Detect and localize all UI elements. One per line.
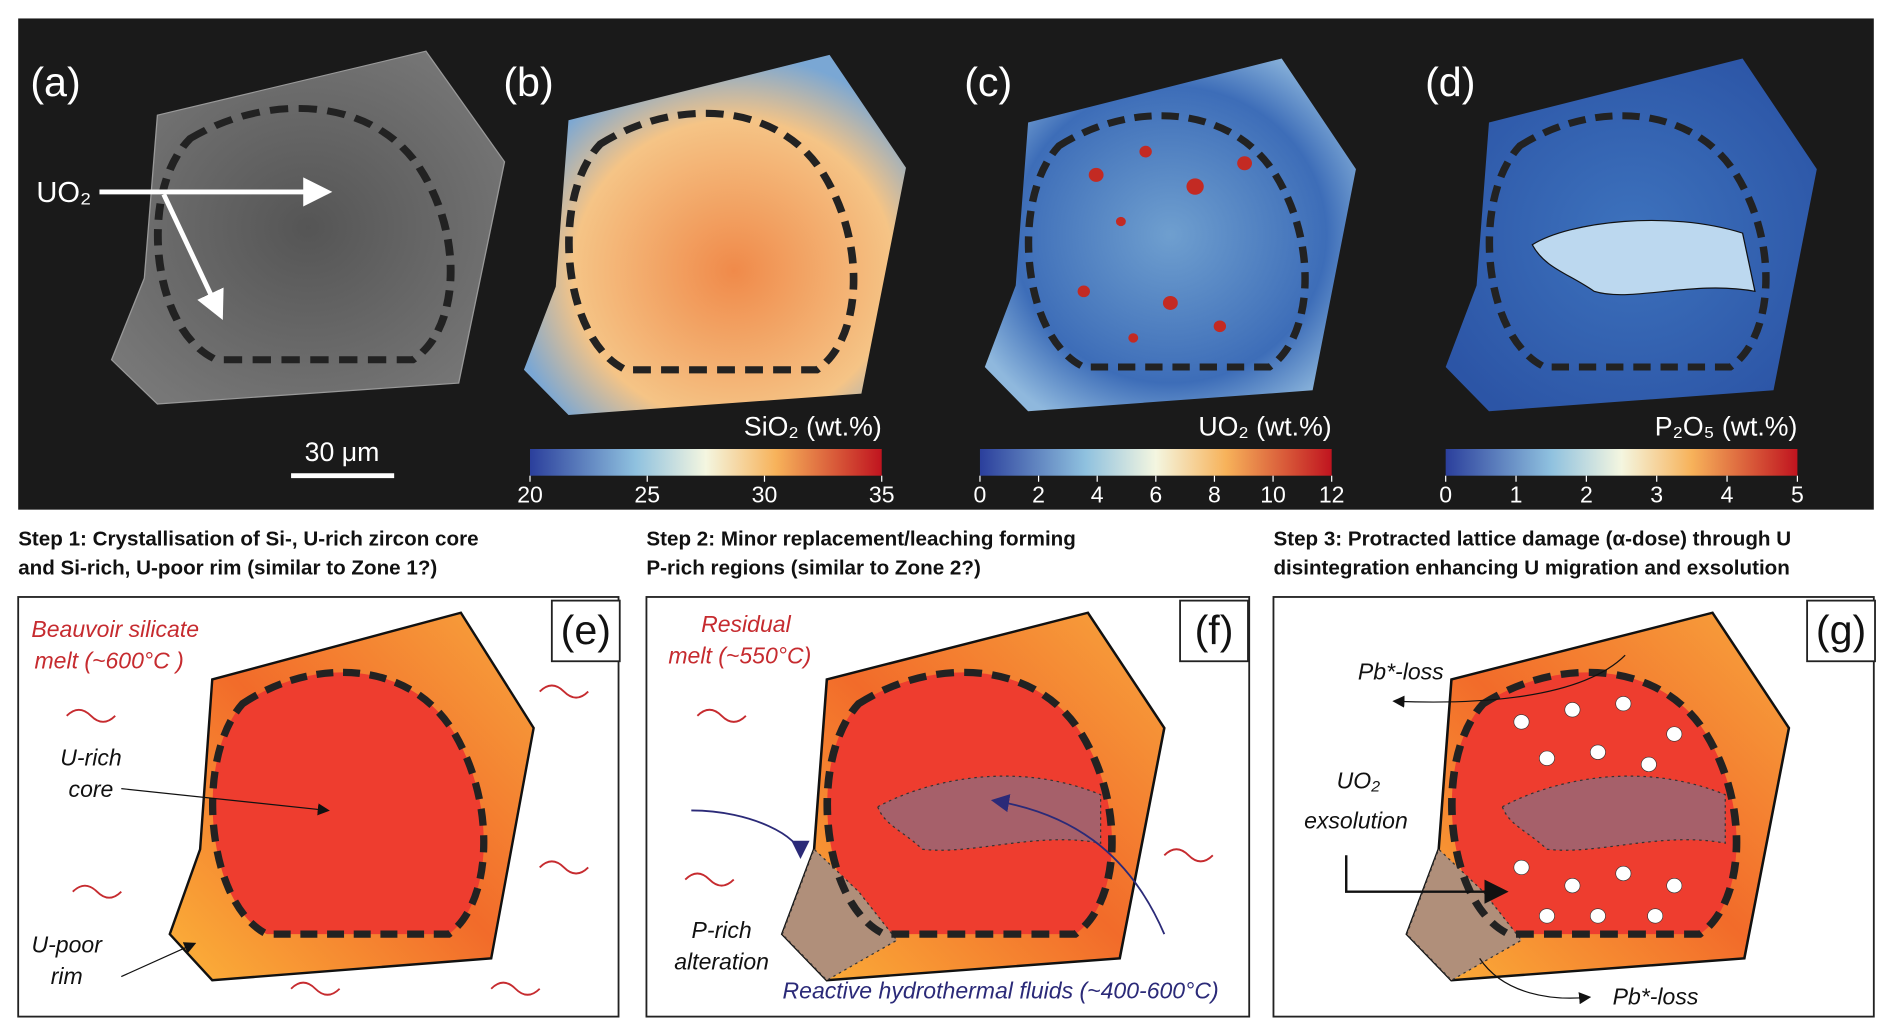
tick-label: 10: [1260, 481, 1286, 507]
scale-label: 30 μm: [305, 437, 380, 467]
arrow: [161, 193, 224, 320]
tick-label: 30: [752, 481, 778, 507]
label-box: [1806, 599, 1876, 663]
tick-label: 8: [1208, 481, 1221, 507]
annotation: Pb*-loss: [1613, 984, 1699, 1010]
arrows: [121, 654, 1626, 1005]
tick-label: 12: [1319, 481, 1345, 507]
annotation: alteration: [674, 948, 769, 974]
step-title: and Si-rich, U-poor rim (similar to Zone…: [18, 557, 437, 580]
colorbar-title: SiO₂ (wt.%): [744, 411, 882, 441]
annotation: melt (~600°C ): [34, 648, 183, 674]
colorbar: [979, 449, 1332, 476]
annotation: U-poor: [32, 931, 104, 957]
p2o5-map: [1445, 58, 1817, 412]
label-box: [1179, 599, 1249, 663]
step-title: Step 1: Crystallisation of Si-, U-rich z…: [18, 527, 478, 550]
annotation: UO₂: [1337, 768, 1381, 794]
crystal-g: [1405, 611, 1791, 982]
annotation: core: [69, 776, 114, 802]
panel-box: [17, 596, 620, 1018]
panel-label: (a): [30, 59, 80, 105]
uo2-map: [984, 58, 1356, 412]
step-title: P-rich regions (similar to Zone 2?): [646, 557, 980, 580]
panel-label: (c): [964, 59, 1012, 105]
annotation: UO₂: [36, 177, 91, 209]
annotation: Reactive hydrothermal fluids (~400-600°C…: [783, 977, 1219, 1003]
tick-label: 5: [1791, 481, 1804, 507]
tick-label: 3: [1650, 481, 1663, 507]
annotation: P-rich: [692, 917, 752, 943]
tick-label: 25: [634, 481, 660, 507]
tick-label: 35: [869, 481, 895, 507]
crystal-e: [168, 611, 535, 982]
tick-label: 0: [974, 481, 987, 507]
panel-box: [1272, 596, 1875, 1018]
annotation: Beauvoir silicate: [31, 616, 199, 642]
panel-label: (g): [1816, 607, 1866, 653]
label-box: [550, 599, 621, 663]
panel-label: (d): [1425, 59, 1475, 105]
tick-label: 20: [517, 481, 543, 507]
annotation: rim: [51, 963, 83, 989]
tick-label: 0: [1439, 481, 1452, 507]
colorbar-title: P₂O₅ (wt.%): [1655, 411, 1798, 441]
annotation: melt (~550°C): [668, 643, 811, 669]
tick-label: 1: [1510, 481, 1523, 507]
colorbar: [530, 449, 882, 476]
tick-label: 4: [1721, 481, 1734, 507]
annotation: Pb*-loss: [1358, 658, 1444, 684]
tick-label: 2: [1580, 481, 1593, 507]
annotation: exsolution: [1304, 808, 1408, 834]
panel-label: (f): [1195, 607, 1234, 653]
step-title: disintegration enhancing U migration and…: [1273, 557, 1789, 580]
panel-box: [645, 596, 1251, 1018]
colorbar: [1445, 449, 1798, 476]
tick-label: 4: [1091, 481, 1104, 507]
colorbar-title: UO₂ (wt.%): [1198, 411, 1331, 441]
crystal-f: [780, 611, 1166, 982]
step-title: Step 2: Minor replacement/leaching formi…: [646, 527, 1075, 550]
annotation: U-rich: [60, 745, 121, 771]
tick-label: 2: [1032, 481, 1045, 507]
annotation: Residual: [701, 611, 792, 637]
panel-label: (b): [503, 59, 553, 105]
melt-waves: [66, 684, 1214, 996]
step-title: Step 3: Protracted lattice damage (α-dos…: [1273, 527, 1791, 550]
tick-label: 6: [1149, 481, 1162, 507]
panel-label: (e): [561, 607, 611, 653]
